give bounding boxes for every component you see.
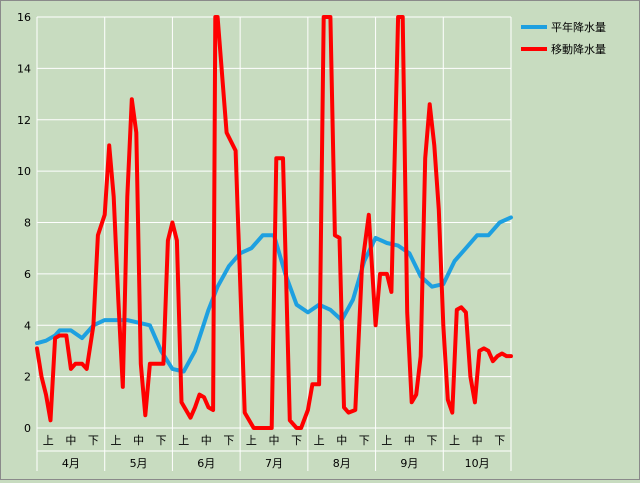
sub-category-label: 上 xyxy=(246,434,257,447)
sub-category-label: 上 xyxy=(111,434,122,447)
y-tick-label: 0 xyxy=(24,422,31,435)
month-label: 7月 xyxy=(265,457,283,470)
sub-category-label: 中 xyxy=(404,434,415,447)
y-tick-label: 12 xyxy=(17,114,31,127)
sub-category-label: 下 xyxy=(156,434,167,447)
legend-label-1: 平年降水量 xyxy=(551,20,606,34)
sub-category-label: 下 xyxy=(427,434,438,447)
y-tick-label: 8 xyxy=(24,217,31,230)
month-label: 9月 xyxy=(400,457,418,470)
y-tick-label: 14 xyxy=(17,62,31,75)
sub-category-label: 下 xyxy=(223,434,234,447)
series-line-1 xyxy=(35,215,513,374)
sub-category-label: 上 xyxy=(43,434,54,447)
y-tick-label: 6 xyxy=(24,268,31,281)
legend-label-2: 移動降水量 xyxy=(551,42,606,56)
month-label: 5月 xyxy=(130,457,148,470)
sub-category-label: 中 xyxy=(201,434,212,447)
y-tick-label: 16 xyxy=(17,11,31,24)
sub-category-label: 中 xyxy=(65,434,76,447)
y-tick-label: 10 xyxy=(17,165,31,178)
month-label: 4月 xyxy=(62,457,80,470)
sub-category-label: 上 xyxy=(314,434,325,447)
series-layer xyxy=(35,15,513,430)
y-tick-label: 4 xyxy=(24,319,31,332)
month-label: 6月 xyxy=(197,457,215,470)
sub-category-label: 中 xyxy=(336,434,347,447)
y-tick-label: 2 xyxy=(24,371,31,384)
sub-category-label: 下 xyxy=(494,434,505,447)
month-label: 8月 xyxy=(333,457,351,470)
sub-category-label: 中 xyxy=(133,434,144,447)
series-line-2 xyxy=(35,15,513,430)
sub-category-label: 中 xyxy=(269,434,280,447)
sub-category-label: 下 xyxy=(88,434,99,447)
sub-category-label: 下 xyxy=(359,434,370,447)
axis-layer: 0246810121416上中下4月上中下5月上中下6月上中下7月上中下8月上中… xyxy=(17,11,512,471)
sub-category-label: 中 xyxy=(472,434,483,447)
sub-category-label: 下 xyxy=(291,434,302,447)
month-label: 10月 xyxy=(465,457,490,470)
sub-category-label: 上 xyxy=(178,434,189,447)
sub-category-label: 上 xyxy=(381,434,392,447)
sub-category-label: 上 xyxy=(449,434,460,447)
